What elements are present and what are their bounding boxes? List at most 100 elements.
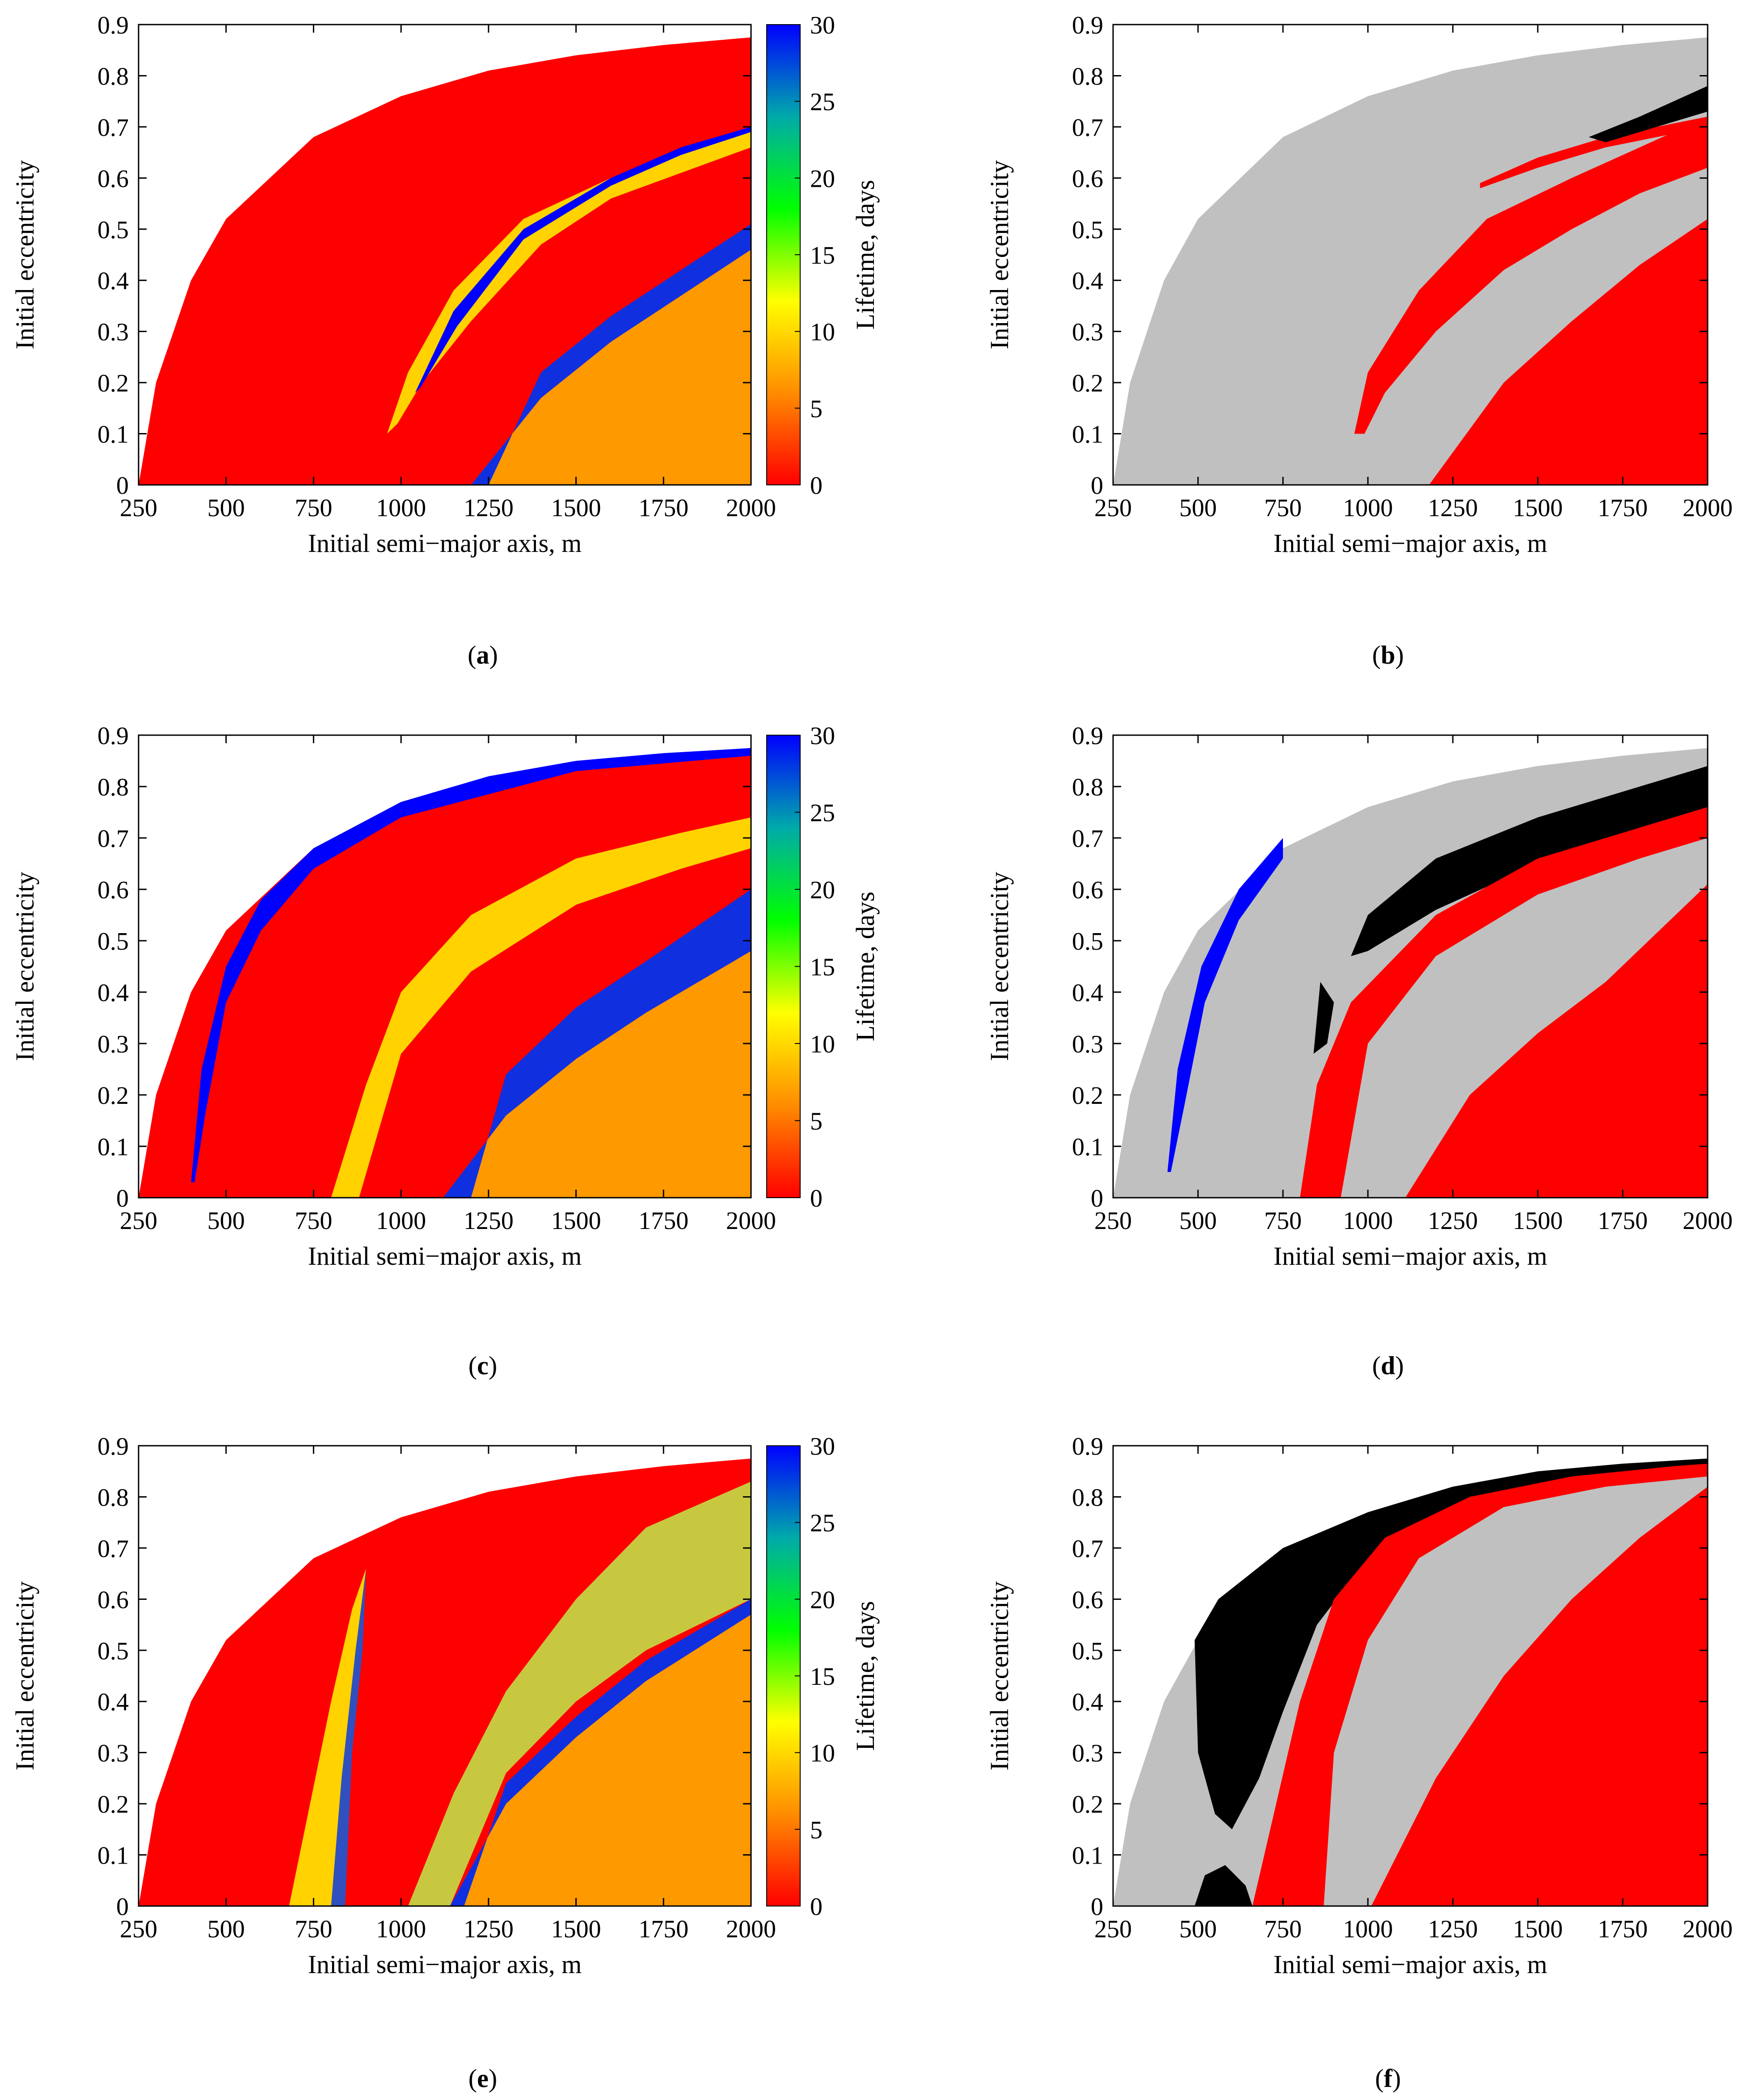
x-tick-label: 1750 [1598, 1915, 1648, 1943]
x-tick-label: 2000 [726, 494, 776, 522]
plot-frame [1112, 734, 1709, 1199]
plot-area [139, 735, 751, 1198]
y-tick-label: 0.1 [97, 1842, 129, 1870]
x-tick-label: 1500 [1513, 1915, 1563, 1943]
x-tick-label: 750 [295, 1207, 332, 1235]
colorbar-label: Lifetime, days [851, 1601, 880, 1751]
y-axis-label: Initial eccentricity [10, 160, 39, 349]
x-tick-label: 1250 [1428, 1915, 1478, 1943]
y-tick-label: 0.3 [97, 1031, 129, 1058]
colorbar-tick-label: 10 [810, 319, 835, 346]
y-tick-label: 0 [1091, 472, 1103, 500]
x-axis-label: Initial semi−major axis, m [1274, 529, 1548, 558]
y-axis-label: Initial eccentricity [985, 1581, 1014, 1771]
y-tick-label: 0.9 [97, 12, 129, 39]
plot-area [1113, 25, 1708, 485]
x-tick-label: 250 [1094, 494, 1132, 522]
colorbar-tick-label: 20 [810, 876, 835, 904]
colorbar [766, 24, 801, 485]
x-tick-label: 500 [207, 1915, 245, 1943]
plot-frame [1112, 1445, 1709, 1907]
x-tick-label: 750 [295, 1915, 332, 1943]
region-yellow-left-wedge [289, 1568, 366, 1906]
colorbar-tick-label: 5 [810, 1816, 823, 1844]
region-stable-lower [450, 1614, 751, 1906]
x-tick-label: 1000 [376, 494, 426, 522]
x-tick-label: 1750 [1598, 1207, 1648, 1235]
x-tick-label: 2000 [1683, 1915, 1733, 1943]
y-axis-label: Initial eccentricity [10, 872, 39, 1061]
colorbar [766, 735, 801, 1198]
x-tick-label: 2000 [1683, 1207, 1733, 1235]
y-tick-label: 0.3 [1072, 1031, 1103, 1058]
y-tick-label: 0.2 [1072, 370, 1103, 397]
y-tick-label: 0.7 [1072, 825, 1103, 853]
x-tick-label: 250 [120, 1207, 157, 1235]
region-boundary-blue-lower [471, 224, 751, 485]
y-tick-label: 0.7 [1072, 1535, 1103, 1563]
x-tick-label: 1500 [551, 1915, 601, 1943]
x-tick-label: 750 [295, 494, 332, 522]
x-tick-label: 500 [1179, 494, 1217, 522]
colorbar-tick-label: 15 [810, 242, 835, 269]
chart-c: 250 500 750 1000 1250 1500 1750 200000.10.20.30… [10, 722, 880, 1380]
x-tick-label: 1500 [551, 1207, 601, 1235]
y-tick-label: 0.6 [97, 876, 129, 904]
region-red-mid-band [1252, 1464, 1708, 1906]
y-tick-label: 0.5 [1072, 1637, 1103, 1665]
y-tick-label: 0.9 [1072, 1433, 1103, 1460]
x-tick-label: 1000 [376, 1207, 426, 1235]
region-black-small-lobe [1313, 982, 1334, 1054]
y-tick-label: 0.6 [1072, 876, 1103, 904]
x-tick-label: 1750 [1598, 494, 1648, 522]
colorbar-tick-label: 20 [810, 165, 835, 193]
colorbar-tick-label: 10 [810, 1740, 835, 1768]
y-tick-label: 0.3 [97, 1740, 129, 1768]
chart-d: 250 500 750 1000 1250 1500 1750 2000 0 0.1 0.2 0.3 0… [985, 722, 1733, 1380]
x-tick-label: 1500 [1513, 1207, 1563, 1235]
region-boundary-blue-lower [443, 889, 751, 1198]
x-tick-label: 250 [120, 494, 157, 522]
panel-caption: (d) [1372, 1351, 1404, 1380]
y-tick-label: 0.5 [97, 216, 129, 244]
y-tick-label: 0.3 [1072, 319, 1103, 346]
y-tick-label: 0.8 [97, 1484, 129, 1511]
y-tick-label: 0.2 [97, 1082, 129, 1110]
x-tick-label: 1750 [638, 1207, 688, 1235]
x-tick-label: 1500 [551, 494, 601, 522]
y-axis-label: Initial eccentricity [985, 160, 1014, 349]
plot-area [139, 1446, 751, 1906]
y-tick-label: 0.8 [1072, 63, 1103, 90]
x-tick-label: 750 [1264, 494, 1302, 522]
y-tick-label: 0.1 [1072, 421, 1103, 449]
region-red-mid-band [1300, 807, 1708, 1198]
y-tick-label: 0.3 [97, 319, 129, 346]
panel-caption: (a) [468, 640, 498, 669]
region-blue-left-band [191, 748, 751, 1183]
region-red-lower [1405, 884, 1708, 1198]
x-tick-label: 1000 [376, 1915, 426, 1943]
colorbar-tick-label: 15 [810, 954, 835, 981]
x-axis-label: Initial semi−major axis, m [1274, 1241, 1548, 1271]
y-tick-label: 0.1 [1072, 1842, 1103, 1870]
colorbar-tick-label: 30 [810, 1433, 835, 1460]
colorbar-tick-label: 10 [810, 1031, 835, 1058]
x-tick-label: 1000 [1343, 1207, 1393, 1235]
y-tick-label: 0.7 [97, 825, 129, 853]
y-tick-label: 0.4 [1072, 1688, 1103, 1716]
x-axis-label: Initial semi−major axis, m [308, 1241, 582, 1271]
y-tick-label: 0.8 [1072, 774, 1103, 801]
y-tick-label: 0.6 [1072, 165, 1103, 193]
x-tick-label: 500 [207, 1207, 245, 1235]
x-tick-label: 750 [1264, 1207, 1302, 1235]
y-tick-label: 0.9 [1072, 12, 1103, 39]
colorbar-tick-label: 5 [810, 395, 823, 423]
panel-caption: (c) [468, 1351, 497, 1380]
plot-area [139, 25, 751, 485]
plot-frame [138, 24, 752, 486]
x-tick-label: 1500 [1513, 494, 1563, 522]
y-tick-label: 0.2 [97, 370, 129, 397]
panel-caption: (b) [1372, 640, 1404, 669]
x-tick-label: 250 [120, 1915, 157, 1943]
